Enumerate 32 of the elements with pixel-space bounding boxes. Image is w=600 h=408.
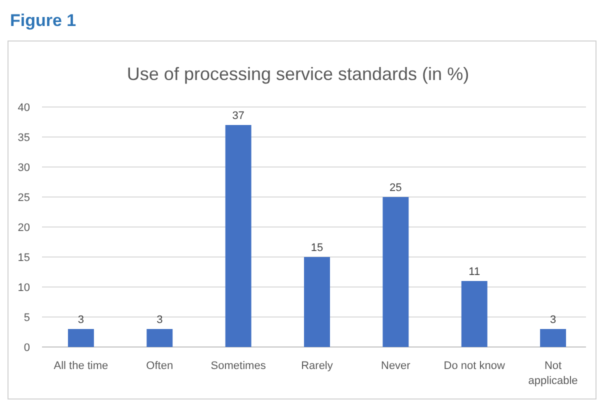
y-tick-label: 5 bbox=[24, 312, 30, 324]
data-label: 11 bbox=[468, 266, 480, 278]
y-tick-label: 35 bbox=[18, 132, 30, 144]
bar bbox=[540, 329, 566, 347]
y-tick-label: 20 bbox=[18, 222, 30, 234]
caption: Figure 1 bbox=[10, 11, 76, 30]
x-tick-label: Never bbox=[381, 360, 411, 372]
data-label: 3 bbox=[78, 314, 84, 326]
data-label: 25 bbox=[390, 182, 402, 194]
data-label: 3 bbox=[550, 314, 556, 326]
x-tick-label: Not applicable bbox=[528, 360, 578, 387]
x-tick-label: Sometimes bbox=[210, 360, 266, 372]
data-label: 3 bbox=[156, 314, 163, 326]
y-tick-label: 10 bbox=[18, 282, 30, 294]
bar bbox=[68, 329, 94, 347]
bar bbox=[382, 197, 409, 347]
y-tick-label: 30 bbox=[18, 162, 30, 174]
chart-title: Use of processing service standards (in %) bbox=[126, 64, 470, 84]
bar bbox=[304, 257, 330, 347]
y-tick-label: 25 bbox=[18, 192, 30, 204]
data-label: 37 bbox=[232, 110, 244, 122]
bar bbox=[461, 281, 488, 347]
y-tick-label: 15 bbox=[18, 252, 30, 264]
bar bbox=[146, 329, 173, 347]
x-tick-label: Rarely bbox=[301, 360, 334, 372]
x-tick-label: All the time bbox=[54, 360, 108, 372]
data-label: 15 bbox=[310, 242, 324, 254]
y-tick-label: 40 bbox=[18, 102, 30, 114]
bar bbox=[225, 125, 252, 347]
y-tick-label: 0 bbox=[24, 342, 30, 354]
x-tick-label: Do not know bbox=[444, 360, 505, 372]
x-tick-label: Often bbox=[146, 360, 174, 372]
